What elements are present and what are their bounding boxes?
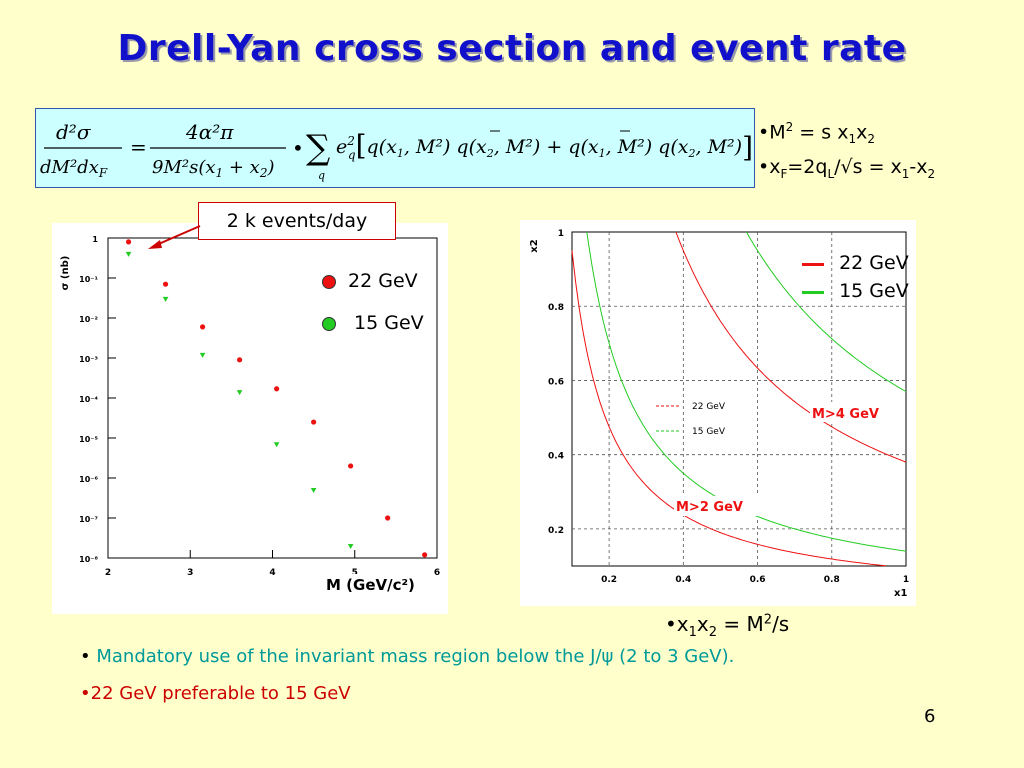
callout-arrow (148, 225, 201, 249)
plot1-point-15gev (236, 390, 243, 396)
plot2-xtick-label: 0.6 (750, 575, 766, 585)
svg-text:q: q (318, 169, 325, 182)
plot1-point-22gev (125, 239, 132, 245)
events-callout: 2 k events/day (198, 202, 396, 240)
plot1-point-15gev (347, 543, 354, 549)
formula-rhs-numerator: 4α²π (185, 120, 234, 144)
plot1-ytick-label: 10⁻¹ (79, 275, 98, 284)
plot2-ytick-label: 1 (558, 229, 564, 239)
plot2-ytick-label: 0.4 (548, 452, 564, 462)
legend2-line-red (802, 263, 824, 266)
plot2-curve (675, 231, 907, 463)
formula-sum: e2 q[q(x1, M²) q(x2, M²) + q(x1, M²) q(x2… (336, 129, 753, 164)
plot1-point-22gev (311, 419, 317, 425)
relation-xf: •xF=2qL/√s = x1-x2 (758, 156, 936, 181)
plot2-xtick-label: 1 (903, 575, 909, 585)
plot2-xtick-label: 0.4 (675, 575, 691, 585)
plot1-xtick-label: 4 (269, 568, 275, 578)
plot1-point-22gev (162, 281, 169, 287)
svg-text:•: • (292, 136, 304, 160)
page-number: 6 (924, 706, 936, 727)
plot2-curve (745, 231, 907, 393)
plot1-ytick-label: 10⁻⁴ (79, 395, 98, 404)
plot1-point-15gev (310, 488, 317, 494)
cross-section-plot: 2 3 4 5 6 1 10⁻¹ 10⁻² 10⁻³ 10⁻⁴ 10⁻⁵ 10⁻⁶ 10⁻⁷ 10⁻⁸ σ … (52, 223, 448, 614)
plot1-ytick-label: 10⁻² (79, 315, 98, 324)
plot1-ylabel: σ (nb) (60, 256, 71, 291)
plot1-xtick-label: 5 (352, 568, 358, 578)
svg-text:=: = (130, 135, 147, 159)
plot1-point-22gev (199, 324, 206, 330)
plot2-inner-legend-22: 22 GeV (692, 402, 726, 412)
plot2-annotation-m2: M>2 GeV (676, 500, 743, 515)
plot1-xtick-label: 6 (434, 568, 440, 578)
legend-marker-green (322, 316, 336, 331)
plot1-point-22gev (274, 386, 280, 392)
plot2-xtick-label: 0.2 (601, 575, 617, 585)
plot1-ytick-label: 10⁻⁷ (79, 515, 98, 524)
plot1-ytick-label: 10⁻⁸ (79, 555, 98, 564)
plot1-point-15gev (273, 442, 280, 448)
plot2-ylabel: x2 (529, 239, 540, 252)
relation-mass: •M2 = s x1x2 (758, 120, 875, 147)
legend-marker-red (322, 274, 336, 289)
plot2-annotation-bg-m2 (674, 496, 768, 516)
plot1-xlabel: M (GeV/c²) (322, 574, 419, 596)
plot1-xtick-label: 2 (105, 568, 111, 578)
cross-section-formula: d²σ dM²dxF = 4α²π 9M²s(x1 + x2) • ∑ q e2… (35, 108, 755, 188)
legend-22gev: 22 GeV (322, 270, 418, 292)
legend-15gev: 15 GeV (322, 312, 424, 334)
plot2-inner-legend-15: 15 GeV (692, 427, 726, 437)
plot1-point-15gev (162, 296, 169, 302)
x1-x2-plot: 0.2 0.4 0.6 0.8 1 0.2 0.4 0.6 0.8 1 x1 x2 22 GeV 15 G… (520, 220, 916, 606)
slide-title: Drell-Yan cross section and event rate (117, 28, 907, 69)
plot1-point-15gev (199, 352, 206, 358)
plot1-ytick-label: 10⁻³ (79, 355, 98, 364)
plot1-point-15gev (125, 251, 132, 257)
plot2-curve (571, 250, 886, 567)
legend2-line-green (802, 291, 824, 294)
sum-symbol: ∑ (306, 128, 330, 168)
plot1-point-22gev (348, 463, 354, 469)
plot2-annotation-m4: M>4 GeV (812, 407, 879, 422)
plot1-ytick-label: 10⁻⁶ (79, 475, 98, 484)
plot1-xtick-label: 3 (187, 568, 193, 578)
plot2-xlabel: x1 (894, 588, 907, 599)
plot2-ytick-label: 0.8 (548, 303, 564, 313)
plot1-point-22gev (237, 357, 243, 363)
plot1-point-22gev (422, 552, 428, 558)
plot1-ytick-label: 10⁻⁵ (79, 435, 98, 444)
bullet-preferable: •22 GeV preferable to 15 GeV (80, 683, 351, 704)
formula-lhs-numerator: d²σ (56, 120, 92, 144)
legend2-15gev: 15 GeV (802, 280, 909, 302)
legend2-22gev: 22 GeV (802, 252, 909, 274)
plot1-point-22gev (385, 515, 391, 521)
bullet-mandatory: • Mandatory use of the invariant mass re… (80, 646, 735, 667)
plot1-ytick-label: 1 (92, 235, 98, 244)
formula-rhs-denominator: 9M²s(x1 + x2) (152, 157, 275, 180)
formula-lhs-denominator: dM²dxF (40, 157, 108, 180)
plot2-ytick-label: 0.6 (548, 377, 564, 387)
plot2-xtick-label: 0.8 (824, 575, 840, 585)
plot2-ytick-label: 0.2 (548, 526, 564, 536)
x1x2-relation: •x1x2 = M2/s (665, 612, 790, 640)
plot2-annotation-bg-m4 (810, 402, 904, 422)
